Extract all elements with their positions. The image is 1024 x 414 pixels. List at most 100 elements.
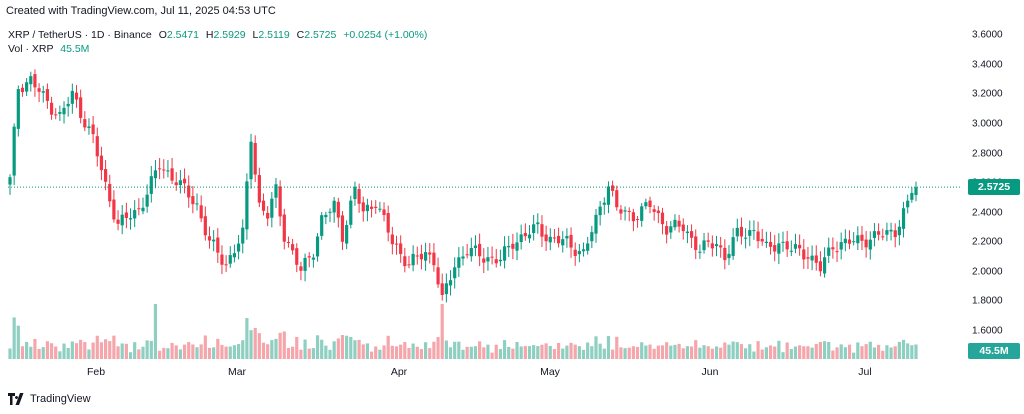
volume-bar: [253, 327, 257, 359]
candle-body: [16, 89, 20, 129]
volume-bar: [573, 344, 577, 359]
volume-bar: [332, 341, 336, 359]
candle-body: [822, 257, 827, 274]
footer-brand[interactable]: TradingView: [8, 393, 91, 405]
volume-bar: [785, 342, 789, 359]
candle-body: [315, 236, 320, 257]
candle-body: [581, 249, 586, 252]
volume-bar: [95, 335, 99, 359]
candle-body: [195, 203, 199, 205]
price-tick-label: 3.6000: [972, 29, 1003, 41]
month-tick-label: May: [540, 366, 560, 378]
candle-body: [286, 242, 291, 244]
candle-body: [386, 213, 390, 233]
volume-bar: [523, 346, 527, 359]
volume-bar: [806, 346, 810, 359]
candle-body: [569, 234, 573, 248]
volume-bar: [897, 341, 901, 359]
candle-body: [365, 204, 370, 212]
volume-bar: [660, 345, 665, 359]
volume-bar: [827, 341, 831, 359]
volume-bar: [345, 335, 349, 359]
volume-bar: [623, 348, 627, 359]
candle-body: [108, 183, 112, 202]
volume-bar: [54, 346, 58, 359]
candle-body: [178, 180, 182, 186]
candle-body: [619, 209, 623, 214]
candle-body: [515, 242, 519, 251]
volume-bar: [257, 333, 261, 359]
volume-bar: [835, 347, 839, 359]
price-tick-label: 2.2000: [972, 236, 1003, 248]
volume-bar: [544, 343, 548, 359]
volume-bar: [8, 348, 12, 359]
volume-bar: [224, 346, 228, 359]
volume-bar: [162, 347, 166, 359]
volume-bar: [656, 345, 660, 359]
candle-body: [436, 267, 440, 285]
volume-bar: [856, 342, 860, 359]
candle-body: [282, 214, 286, 242]
candle-body: [415, 255, 419, 257]
candle-body: [74, 92, 79, 100]
candle-body: [864, 239, 868, 248]
candle-body: [299, 266, 303, 271]
low-label: L: [252, 29, 259, 41]
candle-body: [419, 253, 424, 260]
volume-bar: [303, 339, 307, 359]
footer-brand-text: TradingView: [30, 393, 91, 405]
candle-body: [806, 257, 810, 259]
volume-bar: [386, 335, 390, 359]
volume-bar: [440, 304, 444, 359]
volume-bar: [793, 346, 798, 359]
candlestick-chart[interactable]: [0, 22, 1024, 392]
volume-bar: [91, 342, 95, 359]
high-label: H: [205, 29, 214, 41]
volume-bar: [307, 348, 311, 359]
volume-bar: [822, 341, 827, 359]
candle-body: [648, 200, 652, 207]
candle-body: [20, 87, 25, 93]
volume-bar: [872, 347, 877, 359]
volume-bar: [731, 341, 735, 359]
volume-bar: [619, 347, 623, 359]
volume-bar: [465, 346, 469, 359]
price-candles: [8, 69, 918, 303]
candle-body: [656, 210, 660, 214]
candle-body: [153, 170, 158, 179]
candle-body: [727, 253, 731, 259]
volume-bar: [843, 347, 847, 359]
candle-body: [128, 218, 133, 220]
candle-body: [428, 252, 432, 255]
candle-body: [827, 247, 831, 256]
candle-body: [748, 230, 752, 236]
volume-bar: [394, 346, 399, 359]
volume-bar: [881, 350, 885, 359]
volume-bar: [353, 340, 357, 359]
month-tick-label: Feb: [86, 366, 106, 378]
volume-bar: [814, 343, 818, 359]
candle-body: [112, 199, 116, 220]
volume-bar: [70, 341, 74, 359]
volume-bar: [432, 341, 436, 359]
volume-bar: [45, 341, 50, 359]
volume-bar: [274, 338, 278, 359]
volume-bar: [652, 348, 656, 359]
candle-body: [594, 214, 598, 234]
volume-bar: [876, 344, 881, 359]
volume-bar: [864, 344, 868, 359]
volume-bar: [507, 346, 511, 359]
volume-bar: [519, 346, 523, 359]
volume-bar: [910, 345, 914, 359]
volume-bar: [444, 340, 448, 359]
volume-bar: [852, 352, 856, 359]
candle-body: [843, 238, 847, 244]
candle-body: [777, 243, 781, 254]
volume-bar: [41, 347, 45, 359]
volume-bar: [486, 344, 490, 359]
candle-body: [29, 76, 33, 85]
candle-body: [565, 236, 569, 239]
candle-body: [62, 107, 66, 115]
close-label: C: [296, 29, 305, 41]
volume-bar: [448, 347, 453, 359]
